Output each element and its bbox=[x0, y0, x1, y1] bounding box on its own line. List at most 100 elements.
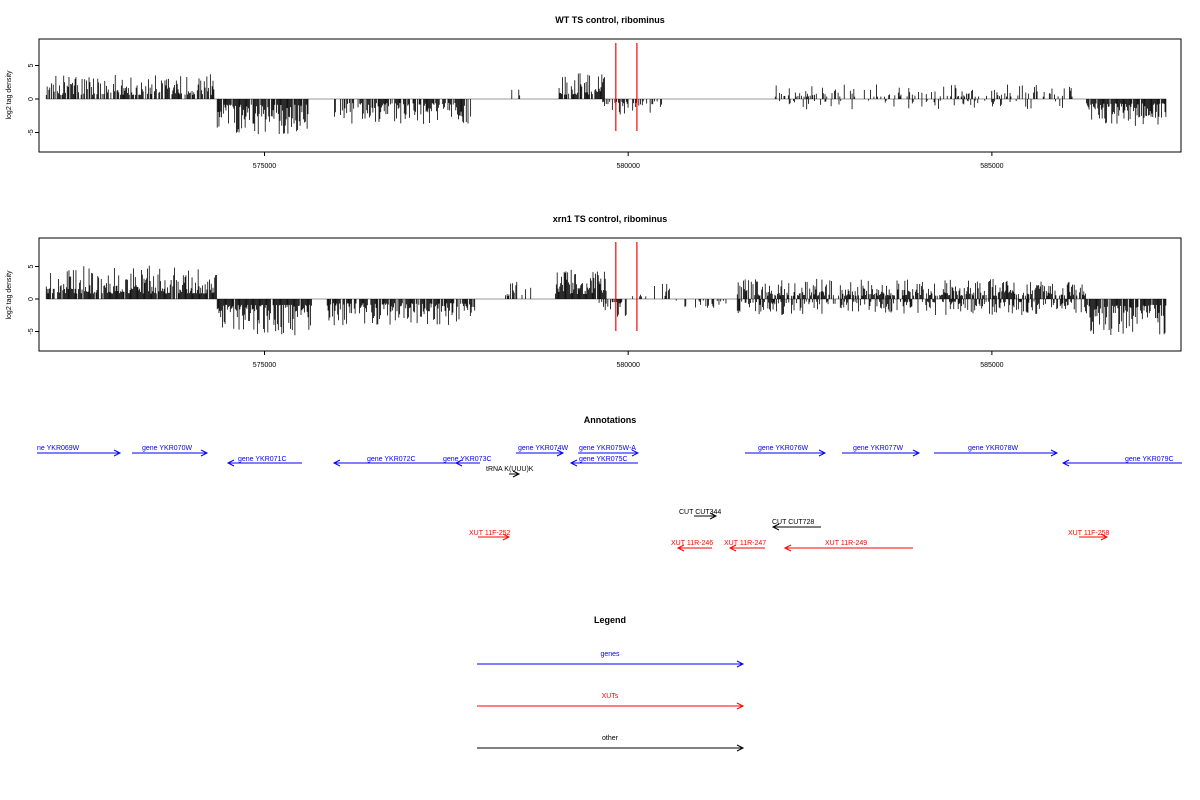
wt-axes: -5 0 5 575000 580000 585000 bbox=[28, 63, 1004, 170]
feature-arrowhead bbox=[226, 459, 235, 467]
legend-label: genes bbox=[600, 651, 620, 658]
x-tick-label: 580000 bbox=[617, 163, 640, 170]
annotation-feature: gene YKR074W bbox=[516, 445, 568, 457]
xrn1-track-panel: xrn1 TS control, ribominus log2 tag dens… bbox=[6, 214, 1182, 369]
feature-arrowhead bbox=[1050, 449, 1059, 457]
annotations-panel: Annotations ne YKR069W gene YKR070W gene Y… bbox=[37, 415, 1182, 552]
feature-arrowhead bbox=[113, 449, 122, 457]
y-tick-label: 0 bbox=[28, 97, 35, 101]
feature-label: gene YKR071C bbox=[238, 456, 287, 463]
annotation-feature: gene YKR077W bbox=[842, 445, 921, 457]
annotation-feature: XUT 11R-246 bbox=[671, 540, 713, 552]
wt-bars bbox=[45, 43, 1167, 135]
feature-arrowhead bbox=[502, 533, 511, 541]
feature-label: gene YKR076W bbox=[758, 445, 808, 452]
y-tick-label: 5 bbox=[28, 63, 35, 67]
feature-arrowhead bbox=[454, 459, 463, 467]
annotation-feature: gene YKR072C bbox=[332, 456, 456, 467]
wt-track-title: WT TS control, ribominus bbox=[555, 15, 665, 25]
feature-label: XUT 11R-249 bbox=[825, 540, 867, 547]
annotations-title: Annotations bbox=[584, 415, 637, 425]
feature-arrowhead bbox=[200, 449, 209, 457]
annotation-feature: gene YKR075W-A bbox=[578, 445, 640, 457]
legend-entry-other: other bbox=[477, 735, 745, 752]
feature-label: CUT CUT344 bbox=[679, 509, 721, 516]
annotation-feature: XUT 11R-247 bbox=[724, 540, 766, 552]
feature-label: gene YKR077W bbox=[853, 445, 903, 452]
feature-label: XUT 11R-247 bbox=[724, 540, 766, 547]
feature-arrowhead bbox=[512, 470, 521, 478]
annotation-feature: XUT 11F-258 bbox=[1068, 530, 1109, 541]
annotation-feature: gene YKR070W bbox=[132, 445, 209, 457]
feature-label: gene YKR079C bbox=[1125, 456, 1174, 463]
annotation-feature: XUT 11R-249 bbox=[783, 540, 913, 552]
annotation-feature: gene YKR079C bbox=[1061, 456, 1182, 467]
wt-track-panel: WT TS control, ribominus log2 tag densit… bbox=[6, 15, 1182, 170]
xrn1-plot-frame bbox=[38, 237, 1182, 352]
feature-label: gene YKR075W-A bbox=[579, 445, 636, 452]
feature-arrowhead bbox=[783, 544, 792, 552]
feature-arrowhead bbox=[556, 449, 565, 457]
annotation-feature: gene YKR071C bbox=[226, 456, 302, 467]
feature-arrowhead bbox=[709, 512, 718, 520]
feature-label: ne YKR069W bbox=[37, 445, 80, 452]
x-tick-label: 575000 bbox=[253, 163, 276, 170]
legend-entry-xut: XUTs bbox=[477, 693, 745, 710]
legend-entries: genes XUTs other bbox=[477, 651, 745, 752]
annotation-feature: gene YKR075C bbox=[569, 456, 638, 467]
x-tick-label: 575000 bbox=[253, 362, 276, 369]
feature-arrowhead bbox=[569, 459, 578, 467]
feature-arrowhead bbox=[912, 449, 921, 457]
feature-label: XUT 11F-252 bbox=[469, 530, 510, 537]
x-tick-label: 580000 bbox=[617, 362, 640, 369]
feature-label: gene YKR078W bbox=[968, 445, 1018, 452]
wt-y-axis-label: log2 tag density bbox=[6, 70, 13, 120]
legend-panel: Legend genes XUTs other bbox=[477, 615, 745, 752]
feature-label: gene YKR075C bbox=[579, 456, 628, 463]
x-tick-label: 585000 bbox=[980, 163, 1003, 170]
xrn1-track-title: xrn1 TS control, ribominus bbox=[553, 214, 668, 224]
y-tick-label: -5 bbox=[28, 129, 35, 135]
y-tick-label: 0 bbox=[28, 297, 35, 301]
feature-label: gene YKR072C bbox=[367, 456, 416, 463]
feature-arrowhead bbox=[631, 449, 640, 457]
feature-label: gene YKR070W bbox=[142, 445, 192, 452]
legend-arrowhead bbox=[736, 660, 745, 668]
y-tick-label: 5 bbox=[28, 264, 35, 268]
wt-plot-frame bbox=[38, 38, 1182, 153]
feature-arrowhead bbox=[728, 544, 737, 552]
xrn1-y-axis-label: log2 tag density bbox=[6, 270, 13, 320]
annotation-feature: CUT CUT344 bbox=[679, 509, 721, 520]
feature-label: CUT CUT728 bbox=[772, 519, 814, 526]
legend-title: Legend bbox=[594, 615, 626, 625]
legend-label: XUTs bbox=[602, 693, 619, 700]
feature-arrowhead bbox=[1100, 533, 1109, 541]
annotation-feature: CUT CUT728 bbox=[771, 519, 821, 531]
legend-label: other bbox=[602, 735, 619, 742]
annotation-feature: tRNA K(UUU)K bbox=[486, 466, 534, 478]
legend-arrowhead bbox=[736, 744, 745, 752]
feature-arrowhead bbox=[332, 459, 341, 467]
feature-arrowhead bbox=[1061, 459, 1070, 467]
annotation-feature: gene YKR076W bbox=[745, 445, 827, 457]
feature-arrowhead bbox=[771, 523, 780, 531]
feature-label: tRNA K(UUU)K bbox=[486, 466, 534, 473]
feature-arrowhead bbox=[676, 544, 685, 552]
feature-arrowhead bbox=[818, 449, 827, 457]
annotation-feature: gene YKR078W bbox=[934, 445, 1059, 457]
annotation-feature: XUT 11F-252 bbox=[469, 530, 511, 541]
legend-entry-gene: genes bbox=[477, 651, 745, 668]
annotation-feature: gene YKR073C bbox=[443, 456, 492, 467]
xrn1-bars bbox=[45, 242, 1167, 336]
x-tick-label: 585000 bbox=[980, 362, 1003, 369]
feature-label: gene YKR073C bbox=[443, 456, 492, 463]
legend-arrowhead bbox=[736, 702, 745, 710]
feature-label: gene YKR074W bbox=[518, 445, 568, 452]
annotation-features: ne YKR069W gene YKR070W gene YKR071C gene Y… bbox=[37, 445, 1182, 552]
annotation-feature: ne YKR069W bbox=[37, 445, 122, 457]
y-tick-label: -5 bbox=[28, 328, 35, 334]
feature-label: XUT 11R-246 bbox=[671, 540, 713, 547]
feature-label: XUT 11F-258 bbox=[1068, 530, 1109, 537]
xrn1-axes: -5 0 5 575000 580000 585000 bbox=[28, 264, 1004, 369]
